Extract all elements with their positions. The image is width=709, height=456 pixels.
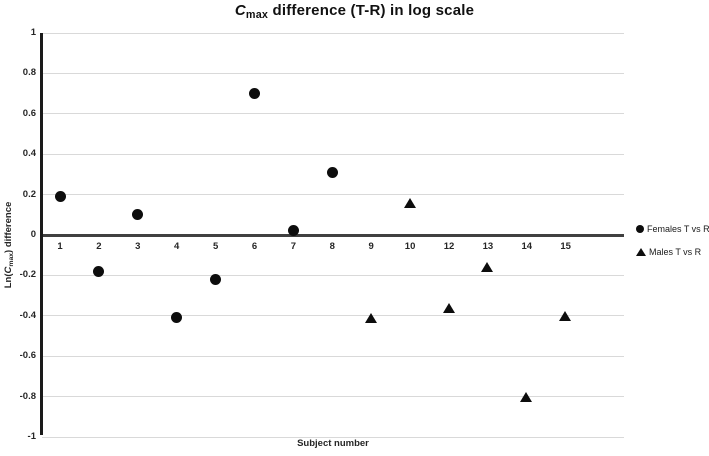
gridline [42,436,624,438]
chart-title-subscript: max [245,9,269,22]
gridline [42,194,624,196]
x-tick-label: 5 [212,241,219,252]
chart-title: Cmax difference (T-R) in log scale [0,2,709,21]
chart-title-text: difference (T-R) in log scale [268,2,475,19]
data-point-circle [171,312,183,324]
data-point-triangle [364,312,377,323]
data-point-circle [210,273,222,285]
data-point-triangle [520,391,533,402]
y-tick-label: 1 [30,27,36,38]
y-tick-label: 0.8 [22,67,36,79]
legend-item-females: Females T vs R [636,222,709,235]
data-point-circle [54,191,66,203]
y-axis-title-prefix: Ln( [3,273,15,289]
x-tick-label: 10 [404,241,416,252]
circle-marker-icon [636,224,644,233]
gridline [42,396,624,398]
x-tick-label: 9 [368,241,374,252]
data-point-triangle [442,302,455,313]
y-axis-line [40,33,43,435]
gridline [42,315,624,317]
x-axis-title: Subject number [297,438,369,449]
data-point-circle [326,166,338,178]
y-tick-label: -1 [27,431,36,442]
gridline [42,355,624,357]
x-tick-label: 3 [135,241,141,252]
legend: Females T vs R Males T vs R [636,222,709,268]
zero-axis-line [40,233,624,237]
triangle-marker-icon [636,247,646,256]
legend-label: Males T vs R [649,246,702,257]
x-tick-label: 13 [482,241,494,252]
data-point-circle [287,225,299,237]
legend-item-males: Males T vs R [636,245,709,258]
x-tick-label: 14 [521,241,533,252]
data-point-triangle [481,262,494,273]
y-tick-label: -0.8 [19,390,36,402]
x-tick-label: 15 [560,241,571,252]
y-tick-label: 0.6 [22,107,36,119]
y-tick-label: 0 [30,229,36,240]
y-tick-label: -0.4 [19,309,36,321]
data-point-circle [132,209,144,221]
gridline [42,153,624,155]
y-axis-title-variable: C [3,266,15,274]
data-point-circle [249,88,260,100]
x-tick-label: 4 [174,241,180,252]
y-tick-label: 0.4 [22,148,36,160]
gridline [42,113,624,115]
data-point-circle [93,265,105,277]
gridline [42,32,624,34]
chart-title-variable: C [234,2,246,19]
y-tick-label: 0.2 [22,188,36,200]
y-axis-title-suffix: ) difference [3,201,15,253]
y-axis-title-subscript: max [7,252,15,267]
x-tick-label: 6 [251,241,258,252]
data-point-triangle [559,310,572,321]
gridline [42,274,624,276]
x-tick-label: 7 [290,241,297,252]
y-axis-title: Ln(Cmax) difference [3,202,15,289]
x-tick-label: 12 [443,241,455,252]
legend-label: Females T vs R [647,223,709,234]
x-tick-label: 2 [96,241,102,252]
gridline [42,72,624,74]
x-tick-label: 8 [329,241,335,252]
x-tick-label: 1 [57,241,63,252]
y-tick-label: -0.2 [19,269,36,281]
data-point-triangle [403,197,416,208]
y-tick-label: -0.6 [19,350,36,362]
